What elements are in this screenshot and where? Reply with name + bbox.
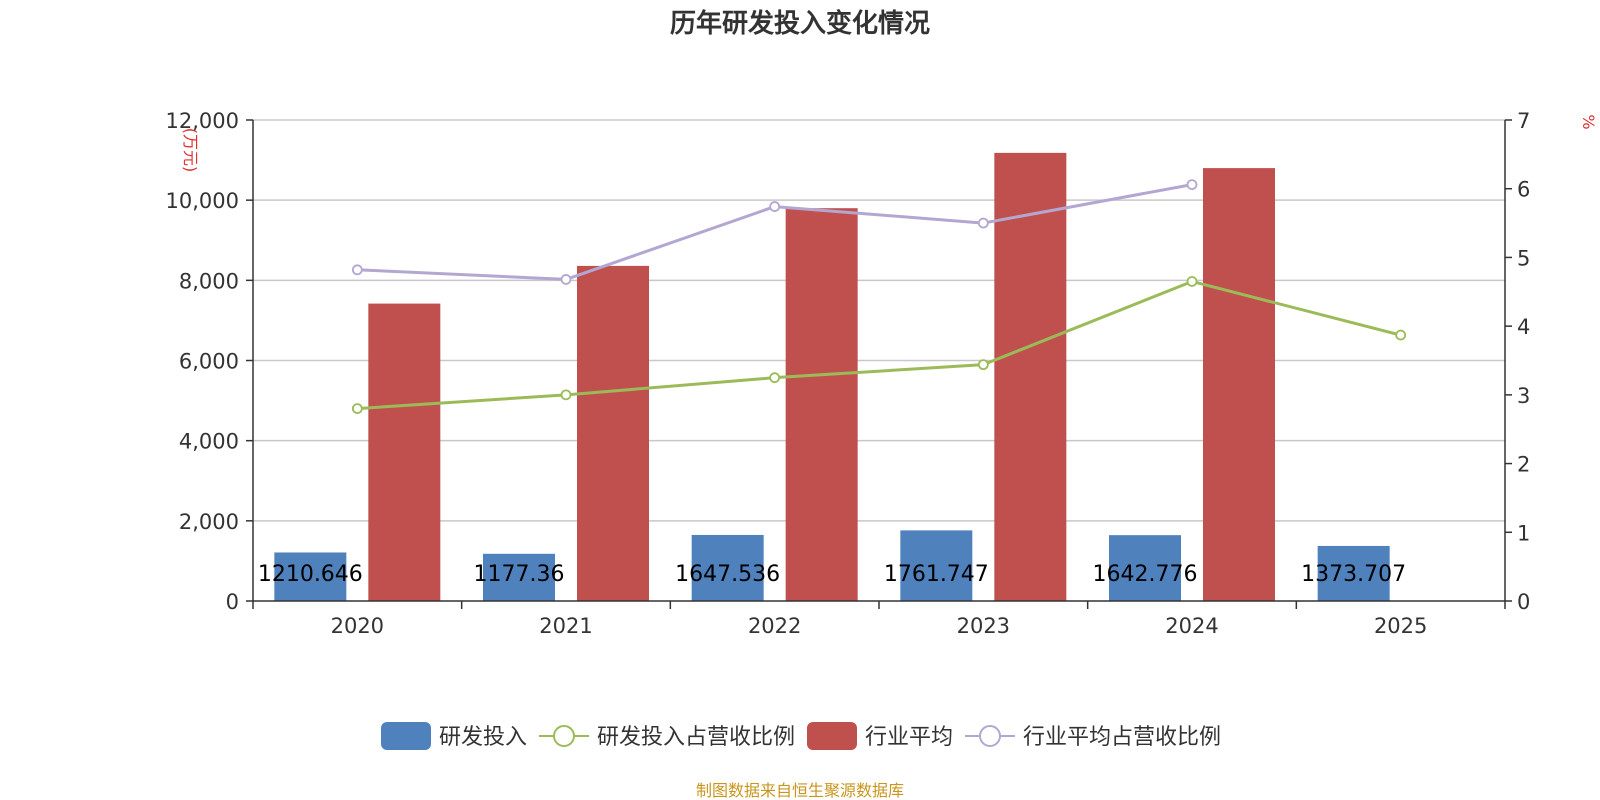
right-axis-tick-label: 5 xyxy=(1517,246,1530,270)
left-axis-tick-label: 10,000 xyxy=(166,189,239,213)
right-axis-tick-label: 6 xyxy=(1517,178,1530,202)
left-axis-unit: (万元) xyxy=(181,128,200,173)
right-axis-unit: % xyxy=(1579,114,1598,129)
axes: 0 2,000 4,000 6,000 8,000 10,000 12,000 0 1 2 3 4 5 6… xyxy=(166,109,1531,638)
bar xyxy=(1317,545,1390,601)
x-axis-tick-label: 2022 xyxy=(748,614,801,638)
line-point xyxy=(1186,276,1198,287)
left-axis-tick-label: 6,000 xyxy=(179,350,239,374)
legend-label: 研发投入占营收比例 xyxy=(597,725,795,750)
x-axis-tick-label: 2021 xyxy=(539,614,592,638)
bar xyxy=(785,208,858,601)
right-axis-tick-label: 7 xyxy=(1517,109,1530,133)
legend-label: 研发投入 xyxy=(439,725,527,750)
right-axis-tick-label: 0 xyxy=(1517,590,1530,614)
x-axis-tick-label: 2025 xyxy=(1374,614,1427,638)
line-point xyxy=(977,359,989,371)
legend-item-4[interactable]: 行业平均占营收比例 xyxy=(965,725,1221,750)
x-axis-tick-label: 2023 xyxy=(957,614,1010,638)
data-labels: 1210.646 1177.36 1647.536 1761.747 1642.776 1… xyxy=(258,562,1406,587)
data-label: 1373.707 xyxy=(1301,562,1406,587)
legend-swatch xyxy=(381,722,431,750)
line-point xyxy=(1186,179,1198,190)
bar xyxy=(368,303,441,601)
chart-title: 历年研发投入变化情况 xyxy=(670,8,930,39)
line-point xyxy=(560,389,572,401)
legend-label: 行业平均 xyxy=(865,725,953,750)
source-note: 制图数据来自恒生聚源数据库 xyxy=(696,781,904,800)
data-label: 1761.747 xyxy=(884,562,989,587)
bar xyxy=(274,552,347,601)
right-axis-tick-label: 3 xyxy=(1517,384,1530,408)
lines xyxy=(351,179,1407,415)
line-point xyxy=(1395,329,1407,341)
bar xyxy=(483,553,555,601)
legend[interactable]: 研发投入 研发投入占营收比例 行业平均 行业平均占营收比例 xyxy=(381,722,1221,750)
left-axis-tick-label: 2,000 xyxy=(179,510,239,534)
data-label: 1647.536 xyxy=(675,562,780,587)
left-axis-tick-label: 4,000 xyxy=(179,430,239,454)
bar xyxy=(577,265,649,601)
bar xyxy=(691,534,764,601)
data-label: 1210.646 xyxy=(258,562,363,587)
line-point xyxy=(351,403,363,415)
line-point xyxy=(977,217,989,229)
line-point xyxy=(769,372,781,384)
legend-label: 行业平均占营收比例 xyxy=(1023,725,1221,750)
data-label: 1177.36 xyxy=(474,562,565,587)
legend-swatch-marker xyxy=(553,725,575,747)
bar xyxy=(994,152,1067,601)
line-point xyxy=(769,201,781,212)
left-axis-tick-label: 0 xyxy=(226,590,239,614)
right-axis-tick-label: 2 xyxy=(1517,453,1530,477)
bars xyxy=(274,152,1390,601)
data-label: 1642.776 xyxy=(1093,562,1198,587)
series-line xyxy=(357,279,1402,411)
gridlines xyxy=(253,119,1505,522)
legend-swatch xyxy=(807,722,857,750)
bar xyxy=(900,530,973,601)
legend-item-1[interactable]: 研发投入 xyxy=(381,722,527,750)
line-point xyxy=(560,274,572,285)
series-line xyxy=(357,183,1193,281)
legend-swatch-marker xyxy=(979,725,1001,747)
left-axis-tick-label: 12,000 xyxy=(166,109,239,133)
x-axis-tick-label: 2020 xyxy=(331,614,384,638)
bar xyxy=(1203,168,1275,601)
bar xyxy=(1109,535,1181,601)
legend-item-3[interactable]: 行业平均 xyxy=(807,722,953,750)
x-axis-tick-label: 2024 xyxy=(1165,614,1218,638)
legend-item-2[interactable]: 研发投入占营收比例 xyxy=(539,725,795,750)
left-axis-tick-label: 8,000 xyxy=(179,269,239,293)
right-axis-tick-label: 1 xyxy=(1517,521,1530,545)
line-point xyxy=(351,264,363,276)
right-axis-tick-label: 4 xyxy=(1517,315,1530,339)
